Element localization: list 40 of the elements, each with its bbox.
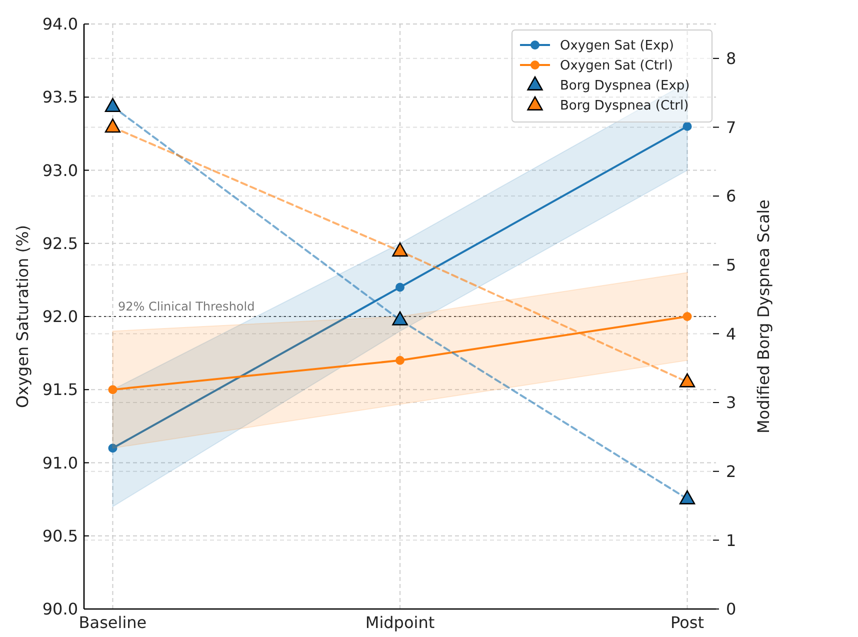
point bbox=[682, 312, 692, 321]
y-tick-label: 93.5 bbox=[42, 88, 78, 107]
y-tick-label: 90.5 bbox=[42, 526, 78, 546]
legend-label: Borg Dyspnea (Ctrl) bbox=[560, 98, 689, 114]
point bbox=[108, 444, 118, 453]
point bbox=[682, 122, 692, 131]
legend-label: Oxygen Sat (Ctrl) bbox=[560, 58, 673, 74]
point bbox=[392, 311, 408, 326]
y-tick-label: 92.5 bbox=[42, 234, 78, 253]
y2-axis-title: Modified Borg Dyspnea Scale bbox=[754, 200, 774, 434]
y-tick-label: 94.0 bbox=[42, 14, 78, 34]
ref-line-label: 92% Clinical Threshold bbox=[118, 300, 255, 314]
x-tick-label: Midpoint bbox=[365, 613, 435, 632]
y2-tick-label: 3 bbox=[726, 393, 736, 412]
point bbox=[104, 98, 121, 112]
x-tick-label: Baseline bbox=[78, 613, 147, 632]
y-tick-label: 93.0 bbox=[42, 160, 78, 180]
y2-tick-label: 0 bbox=[726, 600, 736, 619]
y-tick-label: 91.5 bbox=[42, 380, 78, 400]
y2-tick-label: 2 bbox=[726, 462, 736, 481]
point bbox=[679, 373, 696, 388]
point bbox=[104, 118, 121, 133]
y-tick-label: 90.0 bbox=[42, 600, 78, 619]
y2-tick-label: 6 bbox=[726, 186, 736, 206]
point bbox=[392, 242, 408, 257]
y-tick-label: 91.0 bbox=[42, 453, 78, 472]
y2-tick-label: 7 bbox=[726, 118, 736, 137]
y2-tick-label: 4 bbox=[726, 324, 736, 344]
point bbox=[396, 282, 404, 292]
point bbox=[396, 356, 404, 365]
y2-tick-label: 8 bbox=[726, 49, 736, 68]
y2-tick-label: 1 bbox=[726, 530, 736, 550]
y2-tick-label: 5 bbox=[726, 255, 736, 274]
legend-label: Oxygen Sat (Exp) bbox=[560, 38, 674, 54]
y-tick-label: 92.0 bbox=[42, 307, 78, 326]
x-tick-label: Post bbox=[670, 613, 704, 632]
point bbox=[108, 385, 118, 394]
legend-label: Borg Dyspnea (Exp) bbox=[560, 78, 690, 94]
point bbox=[679, 490, 696, 504]
y-axis-title: Oxygen Saturation (%) bbox=[13, 225, 32, 408]
